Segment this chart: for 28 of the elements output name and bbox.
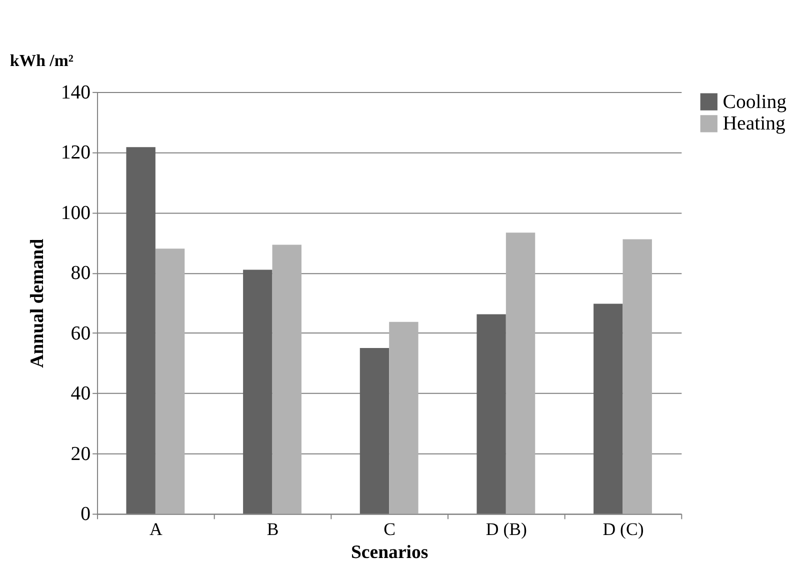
y-tick-label: 40 [70,382,91,405]
y-tick-label: 140 [60,81,91,104]
bar [272,244,302,514]
bar [476,314,506,514]
x-tick-label: D (B) [486,519,528,540]
y-tick-label: 20 [70,442,91,465]
bar [126,147,156,514]
x-tick-label: D (C) [602,519,644,540]
y-axis-title: Annual demand [27,238,48,368]
legend-label: Heating [722,112,786,135]
y-tick-label: 100 [60,202,91,224]
bar [622,239,652,514]
bar [155,248,185,514]
y-tick-label: 120 [60,142,91,164]
bar [389,322,418,514]
text: kWh /m² [10,51,74,70]
y-tick-label: 0 [80,503,91,526]
x-axis-title: Scenarios [350,542,428,563]
x-tick-label: C [384,519,396,540]
legend-label: Cooling [722,90,787,113]
y-tick-label: 80 [70,262,91,284]
bar [594,304,623,514]
y-tick-label: 60 [70,322,91,344]
bar [360,348,390,514]
bar [243,270,272,514]
bar [506,232,536,514]
x-tick-label: B [266,519,279,540]
x-tick-label: A [149,519,162,540]
